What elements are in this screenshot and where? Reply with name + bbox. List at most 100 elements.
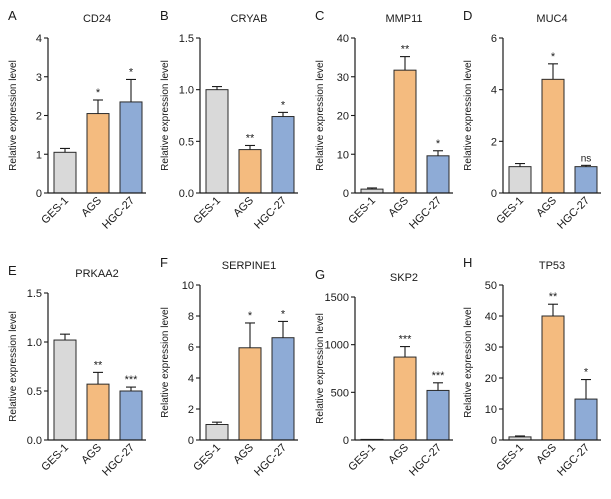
y-tick-label: 4 [36,33,42,45]
panel-letter: D [463,8,472,23]
panel-letter: B [160,8,169,23]
panel-f: F SERPINE1 Relative expression level GES-1 *… [160,255,298,479]
bar-ges-1 [205,424,229,441]
y-tick-label: 40 [485,311,497,323]
x-tick-label: GES-1 [39,195,71,227]
panel-a: A CD24 Relative expression level GES-1 * AGS *… [8,8,146,232]
panel-letter: E [8,263,17,278]
y-tick-label: 20 [337,111,349,123]
y-tick-label: 0 [36,188,42,200]
x-tick-label: HGC-27 [555,442,592,479]
significance-label: * [248,310,253,322]
y-axis-label: Relative expression level [315,313,326,424]
panel-title: SKP2 [390,272,418,284]
bar-ags [238,149,262,194]
x-tick-label: HGC-27 [555,195,592,232]
x-tick-label: HGC-27 [252,442,289,479]
y-tick-label: 0 [491,435,497,447]
panel-letter: A [8,8,17,23]
x-tick-label: AGS [231,442,256,467]
y-tick-label: 1000 [325,340,349,352]
y-tick-label: 10 [337,149,349,161]
y-axis-label: Relative expression level [8,311,19,422]
x-tick-label: AGS [534,442,559,467]
y-tick-label: 10 [182,280,194,292]
y-tick-label: 1.0 [179,85,194,97]
significance-label: * [281,308,286,320]
significance-label: * [281,99,286,111]
panel-letter: C [315,8,324,23]
y-axis-label: Relative expression level [160,60,171,171]
panel-letter: H [463,255,472,270]
y-tick-label: 0 [188,435,194,447]
x-tick-label: HGC-27 [407,195,444,232]
y-tick-label: 0 [343,188,349,200]
panel-title: CD24 [83,13,111,25]
y-tick-label: 6 [491,33,497,45]
bar-ges-1 [205,89,229,194]
bar-hgc-27 [119,101,143,194]
y-tick-label: 0.0 [179,188,194,200]
y-tick-label: 4 [491,85,497,97]
y-tick-label: 40 [337,33,349,45]
bar-hgc-27 [574,398,598,441]
bar-hgc-27 [426,155,450,194]
x-tick-label: AGS [534,195,559,220]
y-axis-label: Relative expression level [463,307,474,418]
panel-letter: G [315,267,325,282]
panel-title: CRYAB [231,13,268,25]
x-tick-label: AGS [231,195,256,220]
y-tick-label: 500 [331,387,349,399]
y-axis-label: Relative expression level [315,60,326,171]
panel-d: D MUC4 Relative expression level GES-1 * AGS n… [463,8,601,232]
x-tick-label: HGC-27 [100,442,137,479]
bar-ags [541,315,565,441]
x-tick-label: GES-1 [191,195,223,227]
y-tick-label: 0 [491,188,497,200]
y-tick-label: 50 [485,280,497,292]
y-tick-label: 4 [188,373,194,385]
panel-h: H TP53 Relative expression level GES-1 ** AGS… [463,255,601,479]
panel-title: MUC4 [536,13,567,25]
x-tick-label: AGS [79,442,104,467]
y-tick-label: 0.5 [179,136,194,148]
bar-ags [393,356,417,441]
bar-hgc-27 [426,389,450,441]
panel-e: E PRKAA2 Relative expression level GES-1 ** A… [8,263,146,479]
bar-ags [86,113,110,194]
y-tick-label: 1.5 [179,33,194,45]
significance-label: *** [399,334,413,346]
y-tick-label: 10 [485,404,497,416]
y-tick-label: 1.5 [27,288,42,300]
y-tick-label: 8 [188,311,194,323]
y-tick-label: 6 [188,342,194,354]
significance-label: ** [246,132,255,144]
x-tick-label: HGC-27 [252,195,289,232]
bar-hgc-27 [119,390,143,441]
bar-ags [86,383,110,441]
y-tick-label: 1500 [325,292,349,304]
panel-letter: F [160,255,168,270]
x-tick-label: HGC-27 [100,195,137,232]
x-tick-label: GES-1 [494,442,526,474]
significance-label: * [436,138,441,150]
bar-hgc-27 [574,166,598,194]
y-tick-label: 1.0 [27,337,42,349]
bar-hgc-27 [271,337,295,441]
x-tick-label: AGS [79,195,104,220]
panel-g: G SKP2 Relative expression level GES-1 *** AG… [315,267,453,479]
panel-title: MMP11 [385,13,422,25]
y-tick-label: 3 [36,72,42,84]
y-tick-label: 0.5 [27,386,42,398]
significance-label: *** [432,370,446,382]
panel-title: PRKAA2 [75,268,118,280]
panel-title: TP53 [539,260,565,272]
significance-label: *** [125,374,139,386]
significance-label: * [584,367,589,379]
significance-label: * [129,66,134,78]
bar-ags [238,347,262,441]
x-tick-label: GES-1 [346,442,378,474]
significance-label: * [96,87,101,99]
significance-label: ** [401,44,410,56]
